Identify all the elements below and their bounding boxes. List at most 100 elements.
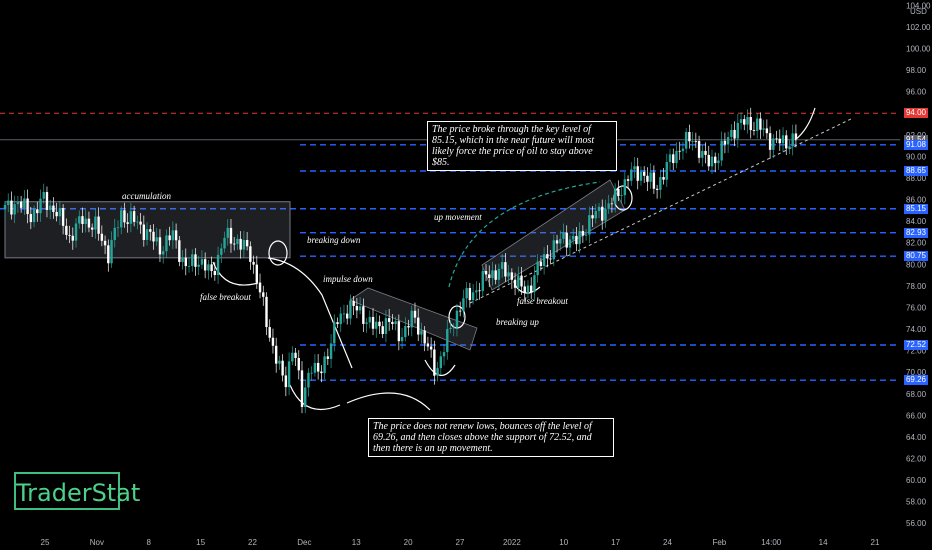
candle-body [229,227,233,244]
candle-body [384,318,388,334]
candle-body [281,360,284,376]
candle-body [436,368,439,376]
candle-body [446,328,449,353]
label-accumulation: accumulation [122,191,171,201]
candle-body [607,203,610,209]
candle-body [672,154,675,164]
time-tick: 24 [663,538,672,547]
candle-body [755,118,759,131]
candle-body [326,356,330,359]
candle-body [426,343,430,347]
candle-body [423,330,426,344]
candle-body [471,292,475,301]
price-tick: 76.00 [906,303,927,312]
label-false-breakout-1: false breakout [200,292,251,302]
candle-body [500,262,504,269]
candle-body [284,375,288,388]
candle-body [578,230,581,245]
candle-body [362,306,365,324]
candle-body [345,313,349,319]
candle-body [559,238,562,244]
candle-body [161,251,165,255]
candle-body [236,238,239,245]
candle-body [520,275,523,287]
candle-body [103,240,107,246]
candle-body [278,360,281,364]
candle-body [255,264,259,283]
candle-body [358,306,362,311]
time-tick: 2022 [503,538,521,547]
traderstat-logo: TraderStat [14,472,140,510]
candle-body [136,221,139,223]
candle-body [149,229,152,232]
candle-body [458,310,462,312]
candle-body [497,268,501,280]
candle-body [74,223,78,241]
candle-body [697,141,701,158]
price-tick: 96.00 [906,88,927,97]
candle-body [200,259,204,265]
candle-body [297,358,300,371]
candle-body [752,130,756,131]
candle-body [23,198,26,208]
label-breaking-up: breaking up [496,317,539,327]
candle-body [475,290,478,293]
candle-body [759,118,762,130]
candle-body [139,221,142,225]
candle-body [781,135,785,144]
candle-body [707,154,710,167]
candle-body [178,240,181,262]
candle-body [571,236,575,240]
candle-body [636,166,639,181]
candle-body [207,264,210,271]
candle-body [126,222,129,224]
candle-body [397,321,401,342]
candle-body [116,227,120,229]
candle-body [61,208,65,226]
candle-body [584,234,588,236]
candle-body [420,330,423,335]
label-breaking-down: breaking down [307,235,361,245]
candle-body [601,206,604,221]
candle-body [110,239,113,264]
candle-body [271,337,275,346]
time-tick: 25 [41,538,50,547]
time-tick: 14 [819,538,828,547]
candle-body [36,209,39,214]
candle-body [336,322,339,325]
candle-body [701,150,704,158]
candle-body [342,313,346,315]
label-false-breakout-2: false breakout [517,296,568,306]
candle-body [555,240,559,244]
candle-body [549,258,552,260]
time-axis[interactable]: 25 Nov 8 15 22 Dec 13 20 27 2022 10 17 24 Feb 14:00 14 2… [41,538,880,547]
candle-body [65,225,68,235]
candle-body [323,356,326,374]
candle-body [239,238,242,250]
candle-body [507,272,510,277]
candle-body [375,321,378,329]
candle-body [546,254,549,259]
bottom-arc-1 [289,384,341,411]
candle-body [381,326,384,334]
time-tick: Nov [90,538,104,547]
candle-body [371,316,375,329]
candle-body [610,203,614,205]
candle-body [575,236,578,245]
price-tick: 60.00 [906,476,927,485]
candle-body [613,188,617,204]
time-tick: 8 [147,538,152,547]
up-movement-arrow [448,181,601,288]
candle-body [145,229,149,240]
candles [3,107,798,414]
candle-body [591,215,594,219]
price-tick: 90.00 [906,152,927,161]
price-tick: 62.00 [906,454,927,463]
candle-body [19,201,23,208]
candle-body [791,133,794,147]
candle-body [488,274,491,278]
candle-body [78,216,81,224]
candle-body [39,198,42,214]
candle-body [623,179,627,196]
